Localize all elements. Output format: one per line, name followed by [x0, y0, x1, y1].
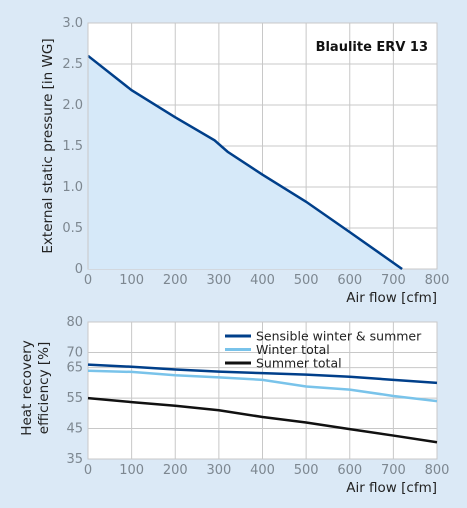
efficiency-x-tick-label: 700 [381, 463, 406, 478]
efficiency-x-ticks: 0 100 200 300 400 500 600 700 800 [84, 463, 450, 478]
efficiency-x-tick-label: 300 [206, 463, 231, 478]
efficiency-x-tick-label: 200 [163, 463, 188, 478]
pressure-y-tick-label: 2.0 [62, 98, 83, 113]
pressure-x-tick-label: 0 [84, 273, 92, 288]
efficiency-x-tick-label: 500 [294, 463, 319, 478]
pressure-chart: 0 0.5 1.0 1.5 2.0 2.5 3.0 0 100 200 300 400 500 600 7… [40, 16, 449, 306]
pressure-x-tick-label: 400 [250, 273, 275, 288]
efficiency-y-tick-label: 45 [66, 422, 83, 437]
pressure-y-tick-label: 1.5 [62, 139, 83, 154]
efficiency-x-tick-label: 800 [425, 463, 450, 478]
efficiency-x-tick-label: 400 [250, 463, 275, 478]
pressure-x-tick-label: 300 [206, 273, 231, 288]
efficiency-y-tick-label: 70 [66, 345, 83, 360]
pressure-x-tick-label: 700 [381, 273, 406, 288]
pressure-y-tick-label: 2.5 [62, 57, 83, 72]
pressure-y-axis-label: External static pressure [in WG] [40, 38, 56, 253]
efficiency-y-axis-label-line: efficiency [%] [36, 342, 52, 434]
legend-label: Sensible winter & summer [256, 329, 422, 344]
pressure-x-tick-label: 100 [119, 273, 144, 288]
efficiency-x-axis-label: Air flow [cfm] [346, 480, 437, 496]
pressure-x-tick-label: 200 [163, 273, 188, 288]
efficiency-series-line [87, 369, 438, 403]
pressure-y-tick-label: 0 [75, 262, 83, 277]
pressure-x-ticks: 0 100 200 300 400 500 600 700 800 [84, 273, 450, 288]
efficiency-y-tick-label: 35 [66, 452, 83, 467]
efficiency-y-axis-label: Heat recoveryefficiency [%] [19, 340, 52, 435]
pressure-y-tick-label: 0.5 [62, 221, 83, 236]
efficiency-series-line [87, 396, 438, 444]
pressure-x-tick-label: 800 [425, 273, 450, 288]
efficiency-series-line [87, 363, 438, 385]
pressure-y-tick-label: 3.0 [62, 16, 83, 31]
pressure-x-tick-label: 500 [294, 273, 319, 288]
efficiency-lines [87, 363, 438, 444]
efficiency-grid [87, 321, 438, 460]
efficiency-x-tick-label: 0 [84, 463, 92, 478]
pressure-y-tick-label: 1.0 [62, 180, 83, 195]
pressure-x-tick-label: 600 [337, 273, 362, 288]
pressure-y-ticks: 0 0.5 1.0 1.5 2.0 2.5 3.0 [62, 16, 83, 277]
pressure-curve [87, 54, 403, 271]
efficiency-x-tick-label: 600 [337, 463, 362, 478]
efficiency-y-axis-label-line: Heat recovery [19, 340, 35, 435]
pressure-x-axis-label: Air flow [cfm] [346, 290, 437, 306]
pressure-area-fill [88, 55, 403, 269]
legend-label: Summer total [256, 356, 342, 371]
efficiency-y-tick-label: 65 [66, 361, 83, 376]
efficiency-y-tick-label: 55 [66, 391, 83, 406]
efficiency-x-tick-label: 100 [119, 463, 144, 478]
pressure-chart-title: Blaulite ERV 13 [316, 40, 428, 55]
efficiency-frame [87, 321, 438, 460]
efficiency-y-tick-label: 80 [66, 315, 83, 330]
legend-label: Winter total [256, 342, 330, 357]
